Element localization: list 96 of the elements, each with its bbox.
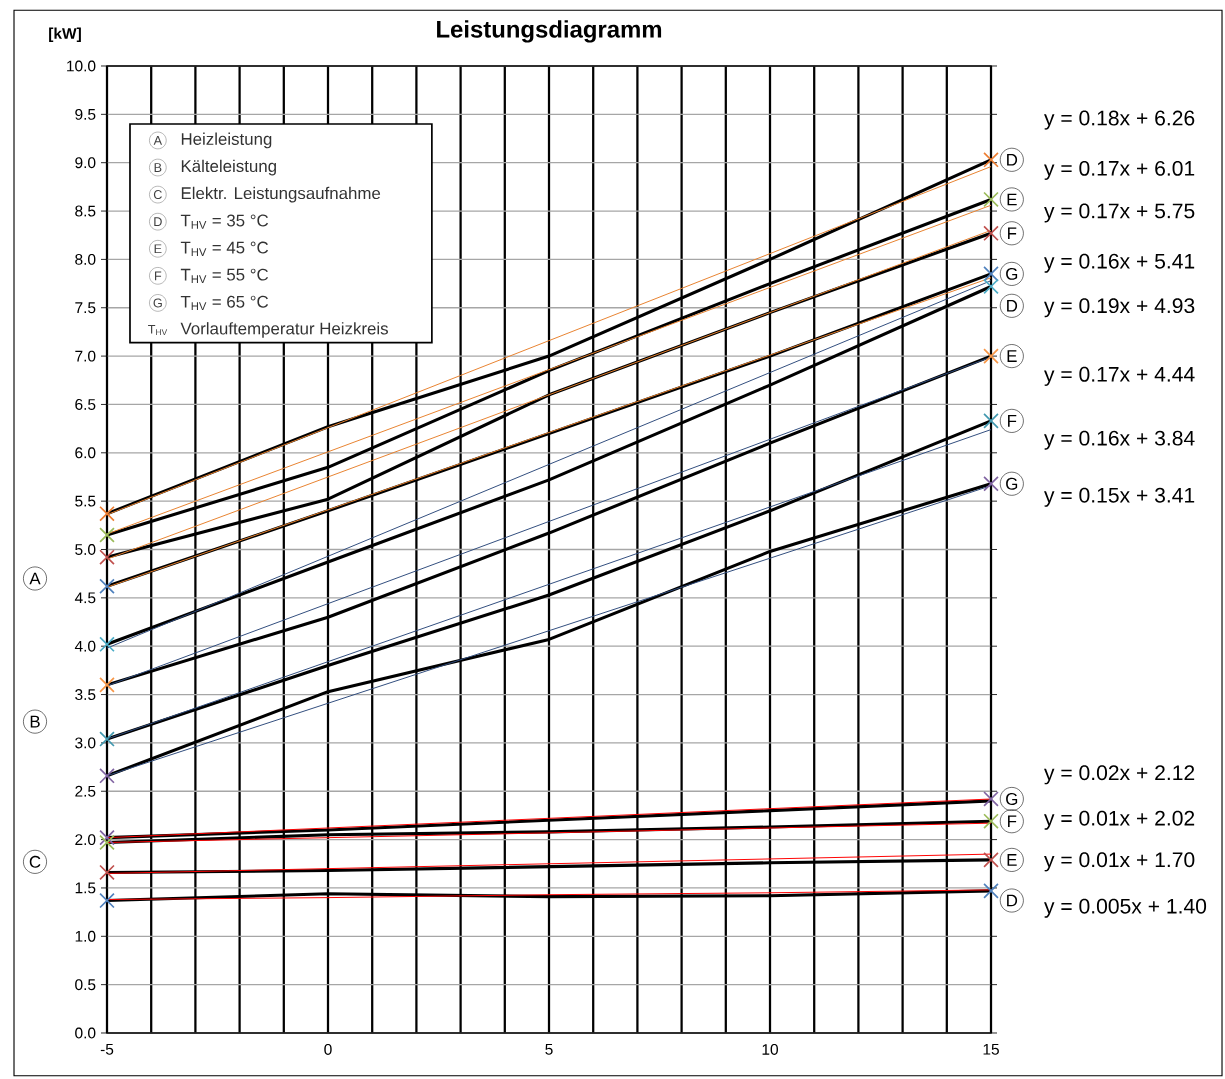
point — [99, 829, 115, 846]
y-tick-label: 4.0 — [74, 640, 96, 652]
text: A — [29, 572, 41, 585]
annotation: E — [154, 244, 162, 254]
annotation: F — [155, 271, 162, 281]
text: F — [1008, 815, 1017, 828]
point — [983, 475, 999, 492]
point — [99, 636, 115, 653]
text: E — [1007, 350, 1017, 362]
text: y = 0.02x + 2.12 — [1044, 765, 1195, 785]
text: G — [1006, 477, 1018, 490]
y-tick-label: 6.0 — [75, 447, 96, 459]
point — [99, 767, 115, 784]
annotation: C — [153, 190, 162, 200]
x-tick-label: 5 — [545, 1043, 553, 1055]
x-tick-label: -5 — [100, 1043, 114, 1055]
y-tick-label: 7.5 — [75, 302, 96, 314]
text: y = 0.17x + 6.01 — [1044, 160, 1195, 180]
y-tick-label: 8.0 — [75, 253, 96, 265]
y-tick-label: 5.5 — [75, 495, 96, 507]
point — [983, 791, 999, 807]
point — [99, 677, 115, 693]
y-tick-label: 9.5 — [75, 108, 96, 120]
text: B — [30, 715, 40, 728]
y-tick-label: 3.5 — [75, 689, 96, 701]
text: y = 0.15x + 3.41 — [1044, 487, 1195, 507]
y-tick-label: 1.0 — [75, 930, 96, 942]
text: E — [1007, 193, 1017, 206]
y-tick-label: 4.5 — [74, 592, 96, 604]
annotation: T$_{HV}$ = 55 °C — [180, 268, 269, 283]
annotation: B — [154, 163, 162, 172]
y-tick-label: 7.0 — [75, 350, 96, 362]
y-tick-label: 10.0 — [67, 60, 96, 72]
point — [983, 852, 999, 868]
annotation: G — [153, 298, 162, 308]
point — [99, 549, 115, 566]
text: y = 0.17x + 5.75 — [1044, 203, 1195, 223]
y-axis-title: [kW] — [49, 27, 81, 42]
point — [99, 505, 115, 522]
y-tick-label: 2.5 — [75, 785, 96, 797]
annotation: T$_{HV}$ = 45 °C — [180, 241, 269, 256]
point — [983, 883, 999, 899]
text: D — [1007, 154, 1018, 166]
y-tick-label: 3.0 — [75, 737, 96, 749]
point — [983, 225, 999, 242]
annotation: Kälteleistung — [181, 159, 276, 176]
y-tick-label: 0.0 — [75, 1027, 96, 1039]
point — [99, 892, 115, 909]
text: y = 0.16x + 3.84 — [1044, 430, 1195, 450]
text: y = 0.17x + 4.44 — [1044, 366, 1195, 386]
point — [983, 191, 999, 208]
point — [983, 813, 999, 830]
text: y = 0.01x + 1.70 — [1044, 852, 1195, 872]
text: y = 0.005x + 1.40 — [1044, 898, 1207, 918]
annotation: T$_{HV}$ = 35 °C — [180, 214, 269, 229]
text: y = 0.01x + 2.02 — [1044, 810, 1195, 830]
y-tick-label: 8.5 — [75, 205, 96, 217]
point — [983, 278, 999, 295]
y-tick-label: 6.5 — [75, 398, 96, 410]
annotation: Heizleistung — [181, 132, 272, 149]
text: y = 0.16x + 5.41 — [1044, 253, 1195, 273]
y-tick-label: 5.0 — [75, 544, 96, 555]
point — [99, 527, 115, 543]
point — [99, 578, 115, 595]
text: E — [1007, 854, 1017, 866]
annotation: T$_{HV}$ — [148, 324, 168, 336]
y-tick-label: 0.5 — [75, 979, 96, 991]
text: C — [29, 855, 41, 868]
text: D — [1007, 894, 1018, 907]
y-tick-label: 1.5 — [75, 882, 96, 894]
x-tick-label: 15 — [983, 1043, 999, 1055]
annotation: T$_{HV}$ = 65 °C — [180, 295, 269, 311]
y-tick-label: 2.0 — [75, 834, 96, 846]
annotation: Elektr. Leistungsaufnahme — [181, 186, 381, 203]
text: G — [1006, 267, 1018, 280]
x-tick-label: 10 — [762, 1043, 778, 1055]
point — [983, 266, 999, 282]
text: y = 0.19x + 4.93 — [1044, 298, 1195, 318]
annotation: D — [154, 217, 162, 227]
x-tick-label: 0 — [324, 1043, 332, 1055]
point — [99, 834, 115, 851]
y-tick-label: 9.0 — [75, 157, 96, 169]
point — [983, 151, 999, 168]
text: F — [1008, 227, 1017, 240]
text: y = 0.18x + 6.26 — [1044, 110, 1195, 130]
text: F — [1008, 415, 1017, 427]
point — [983, 348, 999, 364]
point — [983, 413, 999, 429]
chart-title: Leistungsdiagramm — [437, 20, 662, 43]
annotation: A — [153, 136, 163, 145]
point — [99, 731, 115, 747]
annotation: Vorlauftemperatur Heizkreis — [180, 322, 388, 338]
text: D — [1007, 300, 1018, 312]
text: G — [1006, 793, 1018, 805]
point — [99, 864, 115, 881]
line-series — [106, 853, 992, 874]
